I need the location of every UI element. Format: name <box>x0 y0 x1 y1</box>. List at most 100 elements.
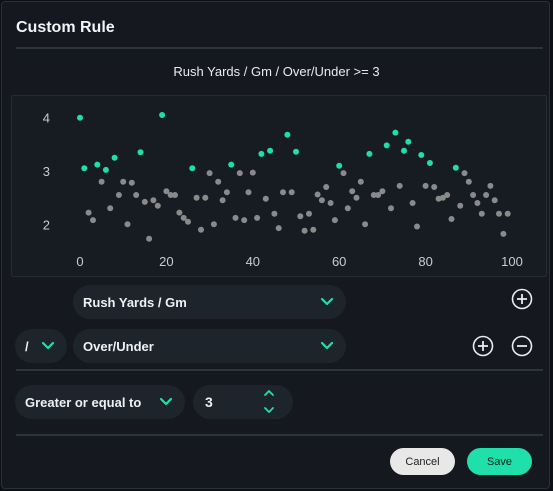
scatter-point <box>349 188 356 195</box>
y-tick-label: 2 <box>43 217 50 232</box>
scatter-point <box>219 197 226 204</box>
scatter-point <box>185 218 191 225</box>
scatter-point <box>271 210 278 217</box>
scatter-point <box>193 194 200 201</box>
scatter-point <box>98 178 105 185</box>
scatter-point <box>401 147 407 154</box>
scatter-point <box>124 221 131 228</box>
scatter-point <box>111 154 118 161</box>
scatter-point <box>85 209 92 216</box>
scatter-point <box>414 223 420 230</box>
scatter-point <box>448 216 455 222</box>
scatter-point <box>362 221 369 228</box>
scatter-point <box>180 214 187 221</box>
comparator-select[interactable]: Greater or equal to <box>15 385 185 419</box>
chevron-up-icon[interactable] <box>263 387 275 399</box>
scatter-point <box>115 192 122 198</box>
scatter-point <box>107 205 114 212</box>
save-button[interactable]: Save <box>467 448 532 475</box>
x-tick-label: 80 <box>418 254 432 269</box>
scatter-point <box>366 150 373 157</box>
scatter-point <box>189 165 196 172</box>
field-select-2-value: Over/Under <box>83 338 154 354</box>
scatter-point <box>146 235 153 242</box>
scatter-point <box>254 214 261 221</box>
scatter-point <box>262 195 269 202</box>
scatter-point <box>210 221 217 228</box>
chevron-down-icon <box>159 397 173 406</box>
scatter-point <box>392 129 399 136</box>
scatter-point <box>306 210 312 217</box>
scatter-point <box>483 192 490 198</box>
scatter-point <box>327 200 334 206</box>
field-select-1[interactable]: Rush Yards / Gm <box>73 285 346 319</box>
scatter-point <box>388 205 394 212</box>
scatter-point <box>465 178 472 185</box>
scatter-point <box>141 198 148 205</box>
scatter-point <box>426 160 433 166</box>
scatter-point <box>288 189 295 196</box>
scatter-point <box>323 184 330 190</box>
scatter-point <box>267 147 274 154</box>
x-tick-label: 0 <box>76 254 83 269</box>
scatter-point <box>353 194 360 201</box>
scatter-point <box>228 161 235 168</box>
scatter-point <box>215 178 222 185</box>
field-select-1-value: Rush Yards / Gm <box>83 294 187 310</box>
scatter-point <box>344 205 351 212</box>
scatter-point <box>310 226 317 233</box>
scatter-point <box>245 189 252 196</box>
comparator-select-value: Greater or equal to <box>25 394 142 410</box>
scatter-point <box>491 197 498 204</box>
scatter-point <box>336 162 343 169</box>
scatter-point <box>275 225 282 232</box>
scatter-point <box>176 209 183 216</box>
scatter-point <box>297 213 304 220</box>
scatter-point <box>461 170 468 177</box>
cancel-button[interactable]: Cancel <box>390 448 455 475</box>
scatter-point <box>280 189 286 196</box>
operator-select[interactable]: / <box>15 329 67 363</box>
scatter-point <box>133 192 140 198</box>
field-select-2[interactable]: Over/Under <box>73 329 346 363</box>
scatter-point <box>236 170 243 177</box>
operator-select-value: / <box>25 338 29 354</box>
x-tick-label: 40 <box>246 254 260 269</box>
scatter-point <box>198 226 204 233</box>
scatter-point <box>478 210 485 217</box>
scatter-point <box>457 202 464 209</box>
x-tick-label: 60 <box>332 254 346 269</box>
scatter-point <box>474 200 481 206</box>
scatter-point <box>504 210 511 217</box>
x-tick-label: 20 <box>159 254 173 269</box>
scatter-point <box>396 182 403 189</box>
scatter-point <box>120 178 127 185</box>
scatter-point <box>154 202 161 209</box>
scatter-point <box>487 182 494 189</box>
chevron-down-icon <box>41 341 55 350</box>
add-row-icon[interactable] <box>472 335 494 357</box>
chevron-down-icon[interactable] <box>263 404 275 416</box>
scatter-point <box>81 165 88 172</box>
scatter-point <box>150 197 157 204</box>
scatter-point <box>340 170 347 177</box>
value-stepper-value[interactable]: 3 <box>205 394 213 410</box>
scatter-point <box>439 194 446 201</box>
scatter-chart: 2 3 4 0 20 40 60 80 100 <box>11 95 547 277</box>
add-row-icon[interactable] <box>511 288 533 310</box>
remove-row-icon[interactable] <box>511 335 533 357</box>
scatter-point <box>206 170 213 177</box>
value-stepper[interactable]: 3 <box>193 385 293 419</box>
scatter-point <box>159 112 166 118</box>
scatter-point <box>163 188 170 195</box>
scatter-point <box>470 192 477 198</box>
scatter-point <box>422 182 429 189</box>
dialog-title: Custom Rule <box>16 19 115 36</box>
scatter-point <box>496 210 502 217</box>
y-tick-label: 3 <box>43 164 50 179</box>
scatter-point <box>500 230 507 237</box>
scatter-point <box>318 197 325 204</box>
scatter-point <box>241 217 248 224</box>
